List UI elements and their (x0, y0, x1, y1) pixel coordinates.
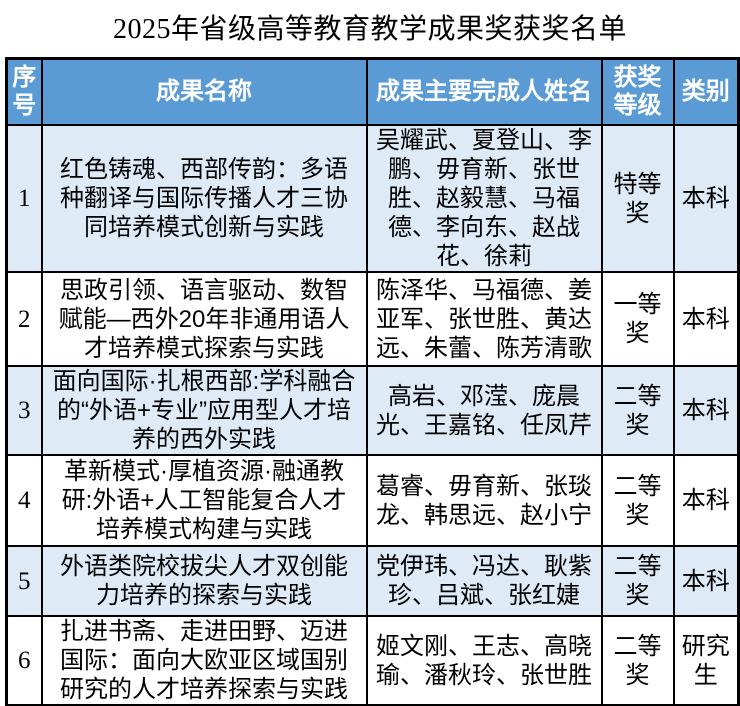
cell-serial-number: 3 (5, 365, 43, 456)
cell-main-contributors: 党伊玮、冯达、耿紫珍、吕斌、张红婕 (365, 545, 603, 617)
cell-achievement-name: 扎进书斋、走进田野、迈进国际：面向大欧亚区域国别研究的人才培养探索与实践 (40, 615, 368, 706)
cell-award-level: 二等奖 (600, 615, 675, 706)
cell-category: 研究生 (672, 615, 740, 706)
table-row: 1 红色铸魂、西部传韵：多语种翻译与国际传播人才三协同培养模式创新与实践 吴耀武… (5, 124, 740, 273)
cell-achievement-name: 红色铸魂、西部传韵：多语种翻译与国际传播人才三协同培养模式创新与实践 (40, 124, 368, 273)
cell-category: 本科 (672, 365, 740, 456)
awards-table: 序号 成果名称 成果主要完成人姓名 获奖等级 类别 1 红色铸魂、西部传韵：多语… (5, 57, 740, 706)
table-row: 2 思政引领、语言驱动、数智赋能—西外20年非通用语人才培养模式探索与实践 陈泽… (5, 271, 740, 367)
header-serial-number: 序号 (5, 57, 43, 126)
cell-serial-number: 4 (5, 454, 43, 547)
table-row: 3 面向国际·扎根西部:学科融合的“外语+专业”应用型人才培养的西外实践 高岩、… (5, 365, 740, 456)
cell-main-contributors: 吴耀武、夏登山、李鹏、毋育新、张世胜、赵毅慧、马福德、李向东、赵战花、徐莉 (365, 124, 603, 273)
cell-category: 本科 (672, 545, 740, 617)
table-row: 4 革新模式·厚植资源·融通教研:外语+人工智能复合人才培养模式构建与实践 葛睿… (5, 454, 740, 547)
table-header-row: 序号 成果名称 成果主要完成人姓名 获奖等级 类别 (5, 57, 740, 126)
cell-award-level: 特等奖 (600, 124, 675, 273)
cell-main-contributors: 葛睿、毋育新、张琰龙、韩思远、赵小宁 (365, 454, 603, 547)
cell-achievement-name: 外语类院校拔尖人才双创能力培养的探索与实践 (40, 545, 368, 617)
cell-category: 本科 (672, 454, 740, 547)
cell-main-contributors: 姬文刚、王志、高晓瑜、潘秋玲、张世胜 (365, 615, 603, 706)
cell-award-level: 二等奖 (600, 454, 675, 547)
cell-serial-number: 1 (5, 124, 43, 273)
cell-main-contributors: 高岩、邓滢、庞晨光、王嘉铭、任凤芹 (365, 365, 603, 456)
cell-achievement-name: 思政引领、语言驱动、数智赋能—西外20年非通用语人才培养模式探索与实践 (40, 271, 368, 367)
table-row: 6 扎进书斋、走进田野、迈进国际：面向大欧亚区域国别研究的人才培养探索与实践 姬… (5, 615, 740, 706)
page-title: 2025年省级高等教育教学成果奖获奖名单 (112, 14, 627, 45)
cell-serial-number: 6 (5, 615, 43, 706)
cell-serial-number: 2 (5, 271, 43, 367)
cell-award-level: 二等奖 (600, 365, 675, 456)
cell-main-contributors: 陈泽华、马福德、姜亚军、张世胜、黄达远、朱蕾、陈芳清歌 (365, 271, 603, 367)
header-main-contributors: 成果主要完成人姓名 (365, 57, 603, 126)
cell-serial-number: 5 (5, 545, 43, 617)
header-category: 类别 (672, 57, 740, 126)
cell-award-level: 一等奖 (600, 271, 675, 367)
cell-category: 本科 (672, 271, 740, 367)
header-award-level: 获奖等级 (600, 57, 675, 126)
cell-achievement-name: 革新模式·厚植资源·融通教研:外语+人工智能复合人才培养模式构建与实践 (40, 454, 368, 547)
cell-category: 本科 (672, 124, 740, 273)
table-row: 5 外语类院校拔尖人才双创能力培养的探索与实践 党伊玮、冯达、耿紫珍、吕斌、张红… (5, 545, 740, 617)
cell-achievement-name: 面向国际·扎根西部:学科融合的“外语+专业”应用型人才培养的西外实践 (40, 365, 368, 456)
header-achievement-name: 成果名称 (40, 57, 368, 126)
cell-award-level: 二等奖 (600, 545, 675, 617)
